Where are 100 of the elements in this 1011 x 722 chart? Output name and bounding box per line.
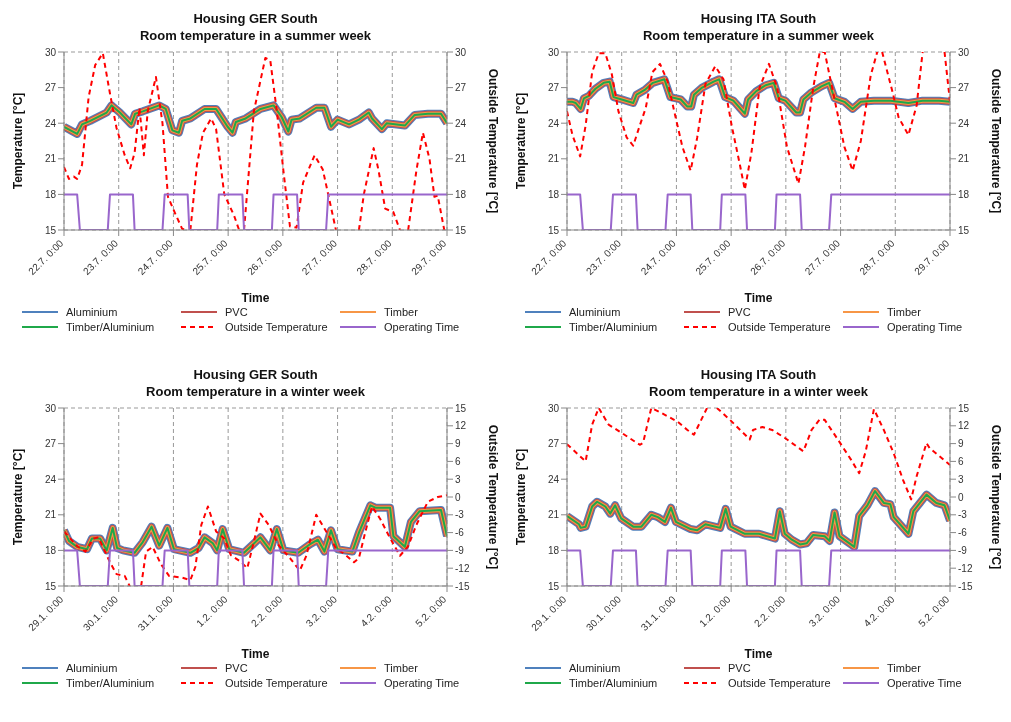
y2-tick-label: 6 (455, 455, 461, 467)
x-axis-title: Time (744, 291, 773, 305)
legend-label: Timber/Aluminium (569, 321, 658, 333)
legend-label: Aluminium (569, 306, 621, 318)
x-tick-label: 3.2. 0:00 (806, 593, 843, 629)
y2-tick-label: 30 (958, 46, 970, 58)
x-tick-label: 31.1. 0:00 (638, 593, 679, 633)
chart-subtitle: Room temperature in a winter week (145, 383, 366, 400)
x-tick-label: 29.1. 0:00 (529, 593, 569, 633)
y2-axis-title: Outside Temperature [°C] (485, 424, 500, 570)
y2-tick-label: 9 (455, 438, 461, 450)
x-tick-label: 29.1. 0:00 (26, 593, 66, 633)
y2-tick-label: 30 (455, 46, 467, 58)
legend-label: Aluminium (569, 662, 621, 674)
legend-label: Outside Temperature (225, 321, 328, 333)
legend-label: PVC (225, 306, 248, 318)
y2-tick-label: 27 (455, 82, 467, 94)
legend-label: Timber (887, 662, 921, 674)
y-tick-label: 15 (44, 580, 57, 592)
y2-axis-title: Outside Temperature [°C] (988, 424, 1003, 570)
x-tick-label: 5.2. 0:00 (916, 593, 952, 629)
x-tick-label: 31.1. 0:00 (135, 593, 176, 633)
chart-title: Housing ITA South (699, 10, 818, 27)
chart-subtitle: Room temperature in a summer week (138, 27, 373, 44)
y-tick-label: 18 (547, 544, 560, 556)
legend-label: Aluminium (66, 306, 118, 318)
legend-label: PVC (728, 306, 751, 318)
y-axis-title: Temperature [°C] (514, 92, 529, 190)
legend-label: Timber/Aluminium (569, 677, 658, 689)
y-tick-label: 30 (44, 46, 57, 58)
x-tick-label: 1.2. 0:00 (194, 593, 230, 629)
y2-tick-label: 27 (958, 82, 970, 94)
y2-tick-label: -6 (455, 527, 465, 539)
legend-label: Outside Temperature (728, 321, 831, 333)
legend-label: Timber/Aluminium (66, 677, 155, 689)
x-axis-title: Time (241, 647, 270, 661)
x-tick-label: 4.2. 0:00 (358, 593, 395, 629)
legend-label: Timber (384, 662, 418, 674)
y-tick-label: 27 (547, 82, 560, 94)
legend-label: PVC (225, 662, 248, 674)
y2-tick-label: 18 (958, 188, 970, 200)
y2-tick-label: -3 (958, 509, 968, 521)
y2-tick-label: 21 (455, 153, 467, 165)
y-tick-label: 15 (44, 224, 57, 236)
y2-tick-label: -15 (455, 580, 470, 592)
y2-tick-label: 24 (455, 117, 467, 129)
y2-tick-label: -3 (455, 509, 465, 521)
y-tick-label: 15 (547, 580, 560, 592)
y2-axis-title: Outside Temperature [°C] (988, 68, 1003, 214)
y-tick-label: 21 (44, 153, 57, 165)
x-tick-label: 2.2. 0:00 (248, 593, 285, 629)
legend-label: Timber (384, 306, 418, 318)
y-tick-label: 30 (547, 402, 560, 414)
x-axis-title: Time (241, 291, 270, 305)
y2-tick-label: 6 (958, 455, 964, 467)
y-axis-title: Temperature [°C] (514, 448, 529, 546)
chart-title: Housing GER South (192, 10, 319, 27)
y-tick-label: 24 (547, 473, 560, 485)
y2-tick-label: 3 (958, 473, 964, 485)
y-axis-title: Temperature [°C] (11, 448, 26, 546)
x-tick-label: 3.2. 0:00 (303, 593, 340, 629)
y2-axis-title: Outside Temperature [°C] (485, 68, 500, 214)
y-tick-label: 21 (547, 153, 560, 165)
y-axis-title: Temperature [°C] (11, 92, 26, 190)
y2-tick-label: 15 (958, 224, 970, 236)
y-tick-label: 18 (44, 544, 57, 556)
y2-tick-label: 15 (455, 402, 467, 414)
y2-tick-label: 3 (455, 473, 461, 485)
legend-label: Operating Time (384, 321, 460, 333)
chart-title: Housing ITA South (699, 366, 818, 383)
x-tick-label: 30.1. 0:00 (583, 593, 624, 633)
y2-tick-label: -9 (958, 544, 968, 556)
legend-label: Operating Time (384, 677, 460, 689)
y-tick-label: 27 (44, 438, 57, 450)
y-tick-label: 24 (44, 473, 57, 485)
y2-tick-label: 0 (455, 491, 461, 503)
y-tick-label: 30 (547, 46, 560, 58)
x-tick-label: 5.2. 0:00 (413, 593, 449, 629)
legend-label: Timber (887, 306, 921, 318)
y-tick-label: 18 (547, 188, 560, 200)
y2-tick-label: -12 (958, 562, 973, 574)
y-tick-label: 30 (44, 402, 57, 414)
y2-tick-label: 18 (455, 188, 467, 200)
legend-label: Operating Time (887, 321, 963, 333)
chart-subtitle: Room temperature in a summer week (641, 27, 876, 44)
legend-label: PVC (728, 662, 751, 674)
y2-tick-label: -12 (455, 562, 470, 574)
y2-tick-label: 24 (958, 117, 970, 129)
y2-tick-label: 21 (958, 153, 970, 165)
y2-tick-label: -6 (958, 527, 968, 539)
y-tick-label: 27 (44, 82, 57, 94)
y-tick-label: 27 (547, 438, 560, 450)
x-tick-label: 30.1. 0:00 (80, 593, 121, 633)
x-axis-title: Time (744, 647, 773, 661)
y2-tick-label: -15 (958, 580, 973, 592)
y2-tick-label: 12 (958, 420, 970, 432)
x-tick-label: 2.2. 0:00 (751, 593, 788, 629)
legend-label: Outside Temperature (728, 677, 831, 689)
y2-tick-label: 9 (958, 438, 964, 450)
y-tick-label: 21 (44, 509, 57, 521)
